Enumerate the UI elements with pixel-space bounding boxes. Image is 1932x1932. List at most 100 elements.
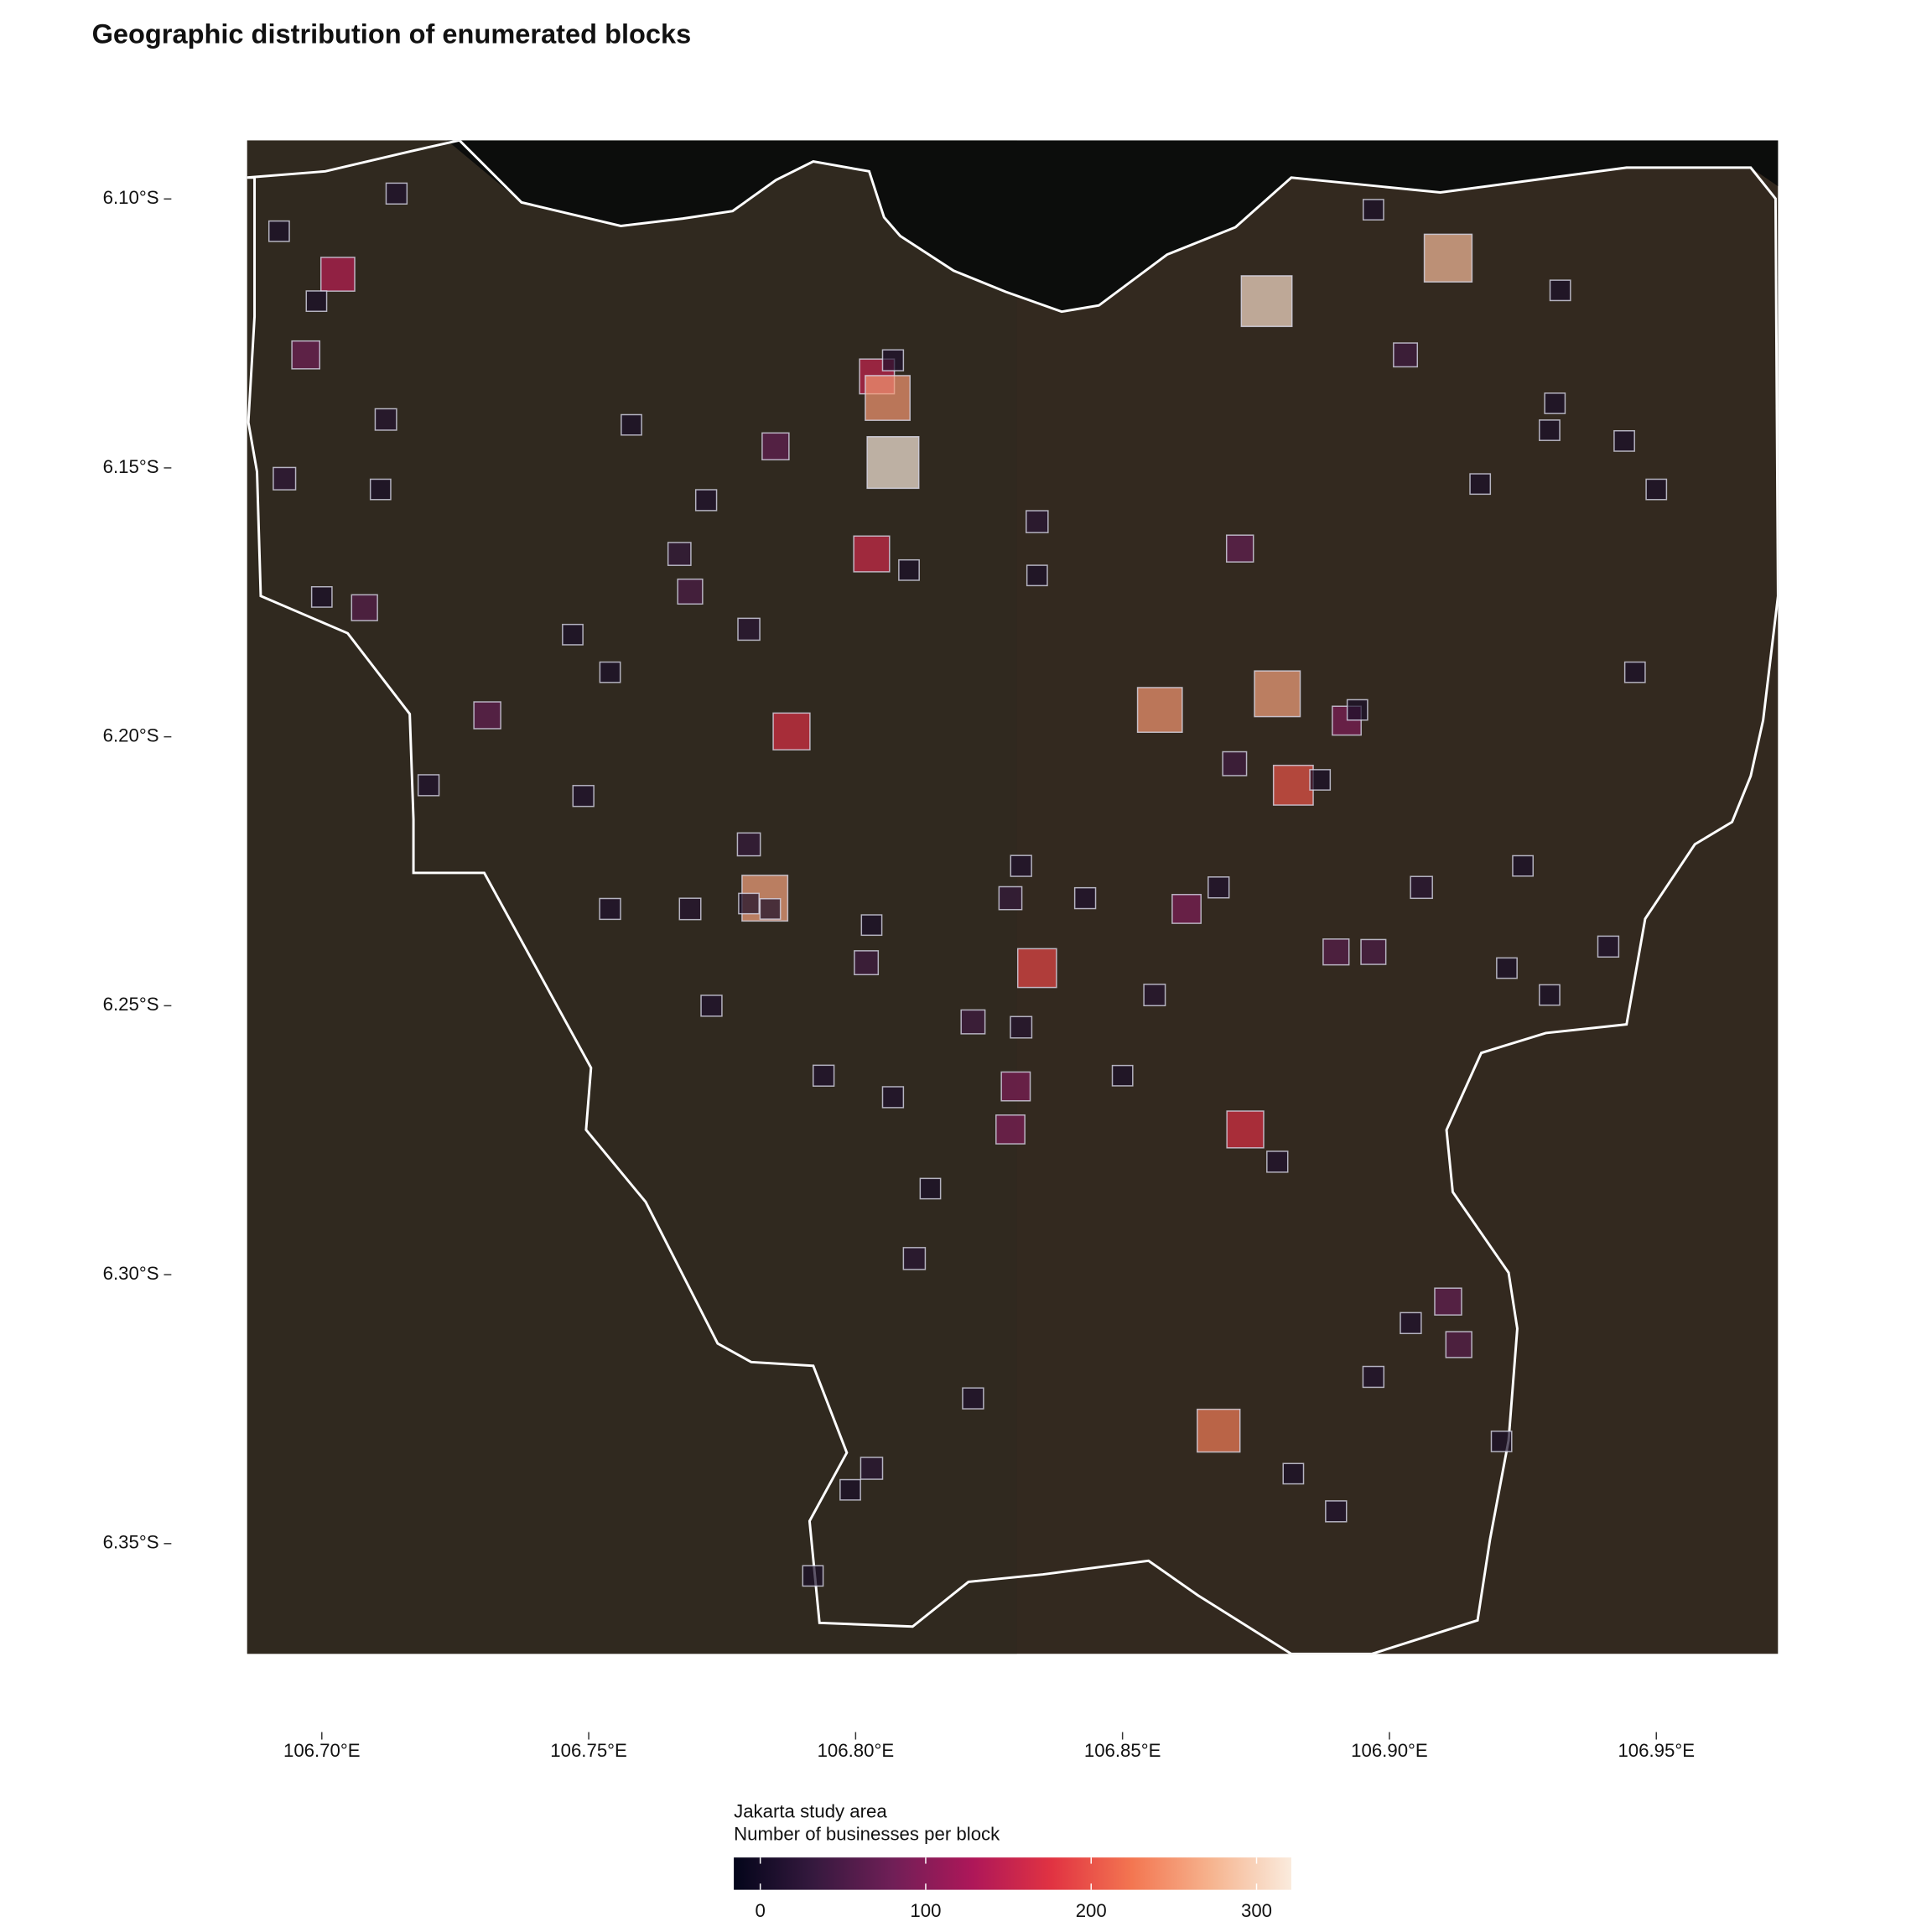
block — [759, 898, 782, 920]
block — [1623, 661, 1646, 683]
block — [761, 432, 790, 461]
block — [812, 1064, 835, 1087]
block — [374, 408, 397, 431]
block — [1197, 1408, 1241, 1453]
block — [1512, 854, 1534, 877]
block — [1282, 1462, 1305, 1485]
block — [1445, 1331, 1472, 1358]
block — [599, 661, 621, 683]
block — [572, 785, 595, 808]
block — [1346, 699, 1368, 721]
block — [1171, 894, 1202, 924]
block — [1400, 1311, 1422, 1335]
block — [291, 340, 321, 370]
block — [267, 220, 290, 242]
block — [1226, 1110, 1265, 1149]
colorbar — [734, 1857, 1291, 1890]
block — [1322, 938, 1350, 966]
y-tick-label: 6.10°S — [103, 187, 159, 208]
block — [700, 995, 723, 1017]
block — [902, 1247, 927, 1270]
block — [310, 586, 333, 608]
block — [1496, 957, 1518, 979]
block — [860, 1457, 884, 1480]
block — [881, 1086, 905, 1109]
colorbar-tick-label: 100 — [910, 1900, 941, 1921]
block — [351, 594, 378, 621]
colorbar-tick-label: 200 — [1076, 1900, 1107, 1921]
block — [1362, 199, 1384, 221]
block — [962, 1387, 984, 1410]
block — [1613, 430, 1635, 452]
colorbar-tick-label: 300 — [1241, 1900, 1272, 1921]
block — [1266, 1150, 1289, 1173]
block — [854, 950, 880, 976]
block — [1597, 935, 1620, 958]
y-tick-label: 6.20°S — [103, 725, 159, 746]
block — [1208, 876, 1230, 899]
block — [678, 897, 702, 921]
block — [839, 1478, 861, 1501]
block — [369, 478, 392, 501]
x-tick-label: 106.75°E — [550, 1740, 627, 1761]
block — [802, 1565, 824, 1587]
block — [273, 466, 297, 491]
block — [621, 413, 642, 436]
block — [1434, 1287, 1462, 1316]
map — [247, 140, 1779, 1654]
block — [694, 489, 718, 512]
block — [1393, 342, 1419, 368]
block — [1410, 875, 1433, 900]
block — [860, 914, 883, 937]
block — [1000, 1071, 1031, 1102]
block — [599, 897, 621, 921]
study-area-boundary — [247, 140, 1779, 1654]
block — [1222, 750, 1248, 776]
block — [305, 290, 328, 312]
block — [1490, 1431, 1513, 1452]
block — [1645, 478, 1668, 501]
x-tick-label: 106.70°E — [283, 1740, 361, 1761]
block — [1143, 984, 1166, 1007]
block — [417, 774, 440, 797]
block — [1549, 279, 1571, 302]
block — [1026, 510, 1049, 533]
block — [562, 623, 584, 646]
block — [853, 535, 891, 573]
colorbar-title: Number of businesses per block — [734, 1823, 1000, 1844]
block — [995, 1114, 1026, 1145]
block — [1136, 687, 1183, 733]
colorbar-tick-label: 0 — [755, 1900, 765, 1921]
sea — [447, 140, 1779, 312]
legend: 0 100 200 300 — [755, 1857, 1272, 1921]
block — [1544, 392, 1566, 414]
axes: 106.70°E 106.75°E 106.80°E 106.85°E 106.90°E… — [103, 187, 1695, 1761]
block — [1423, 233, 1473, 283]
block — [960, 1009, 986, 1035]
block — [865, 375, 911, 421]
block — [1309, 769, 1332, 791]
block — [738, 892, 760, 915]
y-tick-label: 6.25°S — [103, 994, 159, 1015]
block — [1254, 670, 1301, 718]
block — [881, 349, 905, 371]
x-tick-label: 106.95°E — [1618, 1740, 1695, 1761]
block — [1272, 764, 1314, 806]
block — [1010, 1015, 1033, 1039]
block — [1010, 854, 1032, 877]
block — [1026, 564, 1048, 587]
chart-title: Geographic distribution of enumerated bl… — [92, 19, 692, 49]
block — [473, 701, 501, 730]
block — [385, 182, 408, 205]
block — [1469, 473, 1492, 496]
block — [1240, 275, 1293, 328]
blocks — [267, 182, 1668, 1587]
block — [1362, 1365, 1385, 1389]
y-tick-label: 6.30°S — [103, 1263, 159, 1284]
boundary-legend-label: Jakarta study area — [734, 1801, 887, 1822]
y-tick-label: 6.35°S — [103, 1532, 159, 1553]
block — [998, 886, 1023, 911]
block — [1073, 886, 1097, 910]
block — [1360, 938, 1387, 965]
